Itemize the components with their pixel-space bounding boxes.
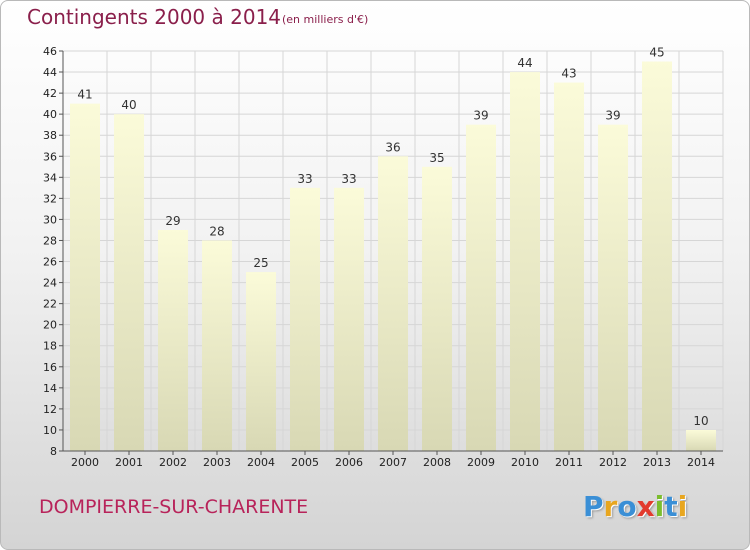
y-tick-label: 24 (43, 277, 57, 290)
x-tick-label-2013: 2013 (643, 456, 671, 469)
value-label-2000: 41 (77, 88, 92, 102)
y-tick-label: 12 (43, 403, 57, 416)
bar-2011 (554, 82, 584, 451)
bar-2002 (158, 229, 188, 451)
value-label-2013: 45 (649, 46, 664, 60)
bar-2009 (466, 124, 496, 452)
y-tick-label: 44 (43, 66, 57, 79)
logo-letter: t (664, 490, 678, 523)
x-tick-label-2010: 2010 (511, 456, 539, 469)
value-label-2014: 10 (693, 414, 708, 428)
value-label-2001: 40 (121, 98, 136, 112)
proxiti-logo[interactable]: Proxiti (583, 490, 687, 523)
bar-2000 (70, 103, 100, 451)
value-label-2012: 39 (605, 109, 620, 123)
y-tick-label: 22 (43, 298, 57, 311)
x-tick-label-2004: 2004 (247, 456, 275, 469)
x-tick-label-2007: 2007 (379, 456, 407, 469)
bar-2001 (114, 114, 144, 451)
value-label-2011: 43 (561, 67, 576, 81)
y-tick-label: 36 (43, 150, 57, 163)
x-tick-label-2012: 2012 (599, 456, 627, 469)
bar-2008 (422, 166, 452, 451)
y-tick-label: 20 (43, 319, 57, 332)
y-tick-label: 14 (43, 382, 57, 395)
x-tick-label-2002: 2002 (159, 456, 187, 469)
value-label-2007: 36 (385, 140, 400, 154)
axes: 8 10 12 14 16 18 20 22 24 26 28 30 32 34 36 38 40 42 44 46 2… (43, 45, 723, 469)
y-tick-label: 46 (43, 45, 57, 58)
logo-letter: i (677, 490, 688, 523)
bar-2014 (686, 429, 716, 451)
y-tick-label: 40 (43, 108, 57, 121)
logo-letter: P (583, 490, 604, 523)
chart-title: Contingents 2000 à 2014 (27, 5, 282, 29)
value-label-2005: 33 (297, 172, 312, 186)
y-tick-label: 32 (43, 192, 57, 205)
y-tick-label: 42 (43, 87, 57, 100)
y-tick-label: 38 (43, 129, 57, 142)
value-label-2010: 44 (517, 56, 532, 70)
chart-subtitle: (en milliers d'€) (282, 13, 369, 26)
value-label-2002: 29 (165, 214, 180, 228)
x-tick-label-2003: 2003 (203, 456, 231, 469)
logo-letter: o (617, 490, 637, 523)
y-tick-label: 18 (43, 340, 57, 353)
value-label-2003: 28 (209, 224, 224, 238)
y-tick-label: 26 (43, 256, 57, 269)
bar-2012 (598, 124, 628, 452)
bar-2007 (378, 156, 408, 451)
bar-2004 (246, 272, 276, 451)
x-tick-label-2006: 2006 (335, 456, 363, 469)
bar-2005 (290, 187, 320, 451)
logo-letter: x (636, 490, 655, 523)
y-tick-label: 28 (43, 234, 57, 247)
bar-2010 (510, 72, 540, 451)
x-tick-label-2000: 2000 (71, 456, 99, 469)
y-tick-label: 30 (43, 213, 57, 226)
value-label-2009: 39 (473, 109, 488, 123)
x-tick-label-2005: 2005 (291, 456, 319, 469)
bar-2006 (334, 187, 364, 451)
logo-letter: i (654, 490, 665, 523)
bar-2003 (202, 240, 232, 451)
x-tick-label-2001: 2001 (115, 456, 143, 469)
logo-letter: r (603, 490, 618, 523)
x-tick-label-2011: 2011 (555, 456, 583, 469)
x-tick-label-2014: 2014 (687, 456, 715, 469)
y-tick-label: 34 (43, 171, 57, 184)
bars: 41 40 29 28 25 33 33 36 35 39 44 43 39 45 10 (70, 46, 716, 452)
value-label-2008: 35 (429, 151, 444, 165)
commune-name: DOMPIERRE-SUR-CHARENTE (39, 496, 309, 518)
x-tick-label-2009: 2009 (467, 456, 495, 469)
value-label-2004: 25 (253, 256, 268, 270)
y-tick-label: 8 (50, 445, 57, 458)
x-tick-label-2008: 2008 (423, 456, 451, 469)
value-label-2006: 33 (341, 172, 356, 186)
y-tick-label: 16 (43, 361, 57, 374)
bar-2013 (642, 61, 672, 452)
y-tick-label: 10 (43, 424, 57, 437)
